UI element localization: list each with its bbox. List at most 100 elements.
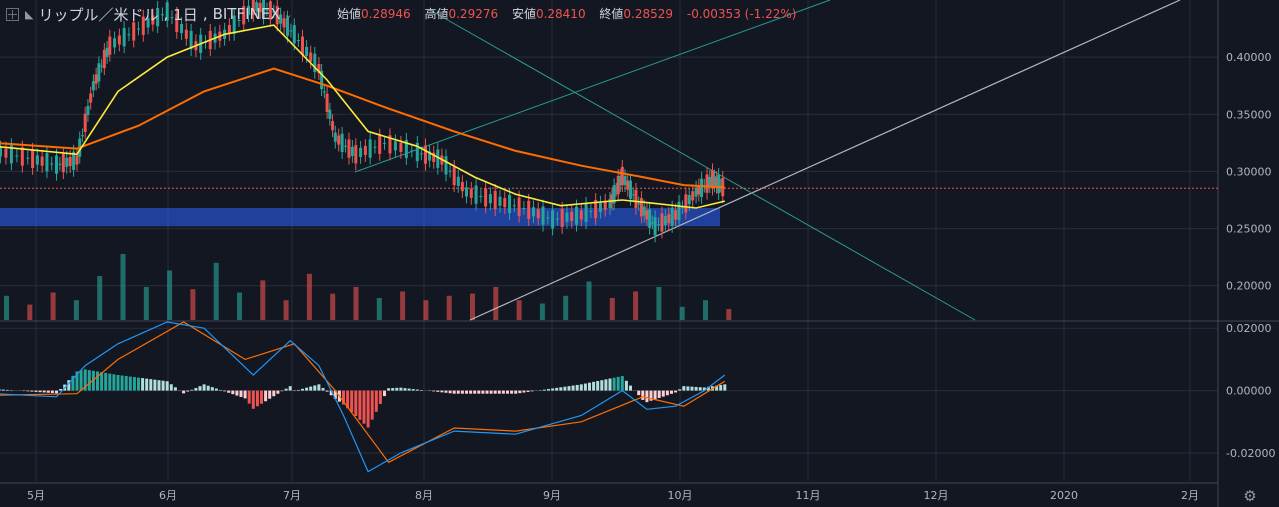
volume-bar [27, 304, 33, 320]
macd-histogram-bar [333, 390, 337, 399]
macd-histogram-bar [657, 390, 661, 398]
candle-body [272, 11, 276, 13]
candle-body [711, 170, 714, 189]
candle-body [347, 139, 351, 158]
ema-fast-line [0, 24, 725, 209]
expand-icon[interactable] [6, 7, 19, 21]
macd-histogram-bar [210, 387, 214, 391]
volume-bar [213, 262, 219, 320]
candle-body [584, 203, 588, 223]
candle-body [45, 153, 49, 172]
chart-header: ◣ リップル／米ドル , 1日 , BITFINEX ⌄ [6, 4, 293, 24]
macd-histogram-bar [542, 389, 546, 391]
macd-histogram-bar [440, 390, 444, 393]
candle-body [61, 153, 65, 173]
interval-label[interactable]: 1日 [173, 5, 198, 24]
candle-body [184, 29, 188, 39]
macd-histogram-bar [120, 375, 124, 391]
candle-body [517, 197, 521, 216]
candle-body [546, 217, 550, 219]
candle-body [618, 176, 622, 186]
price-axis-label: 0.20000 [1226, 280, 1272, 293]
candle-body [536, 209, 540, 219]
macd-histogram-bar [702, 387, 706, 391]
volume-bar [167, 270, 173, 320]
oscillator-axis-label: 0.00000 [1226, 385, 1272, 398]
chevron-down-icon[interactable]: ⌄ [283, 7, 293, 21]
candle-body [697, 185, 701, 195]
volume-bar [376, 298, 382, 320]
macd-histogram-bar [678, 389, 682, 391]
candle-body [337, 135, 341, 145]
time-axis-label: 10月 [668, 489, 693, 502]
candle-body [282, 18, 286, 28]
candle-body [320, 70, 324, 90]
macd-histogram-bar [83, 369, 87, 391]
volume-bar [656, 287, 662, 320]
macd-histogram-bar [485, 390, 489, 394]
macd-histogram-bar [403, 388, 407, 391]
macd-histogram-bar [280, 390, 284, 392]
candle-body [415, 142, 419, 162]
macd-histogram-bar [202, 384, 206, 391]
header-separator: , [163, 5, 169, 23]
macd-histogram-bar [100, 372, 104, 391]
candle-body [717, 174, 721, 194]
macd-histogram-bar [473, 390, 477, 394]
volume-bar [703, 300, 708, 320]
macd-histogram-bar [588, 382, 591, 391]
candle-body [137, 28, 140, 30]
high-value: 0.29276 [448, 7, 499, 21]
macd-histogram-bar [612, 377, 616, 391]
macd-histogram-bar [128, 376, 132, 391]
macd-histogram-bar [616, 376, 620, 391]
gear-icon[interactable]: ⚙ [1243, 487, 1257, 505]
candle-body [0, 147, 2, 157]
time-axis-label: 11月 [796, 489, 821, 502]
time-axis-label: 2月 [1181, 489, 1199, 502]
candle-body [265, 9, 269, 11]
macd-histogram-bar [79, 370, 83, 391]
candle-body [40, 156, 44, 166]
symbol-mark-icon: ◣ [25, 7, 34, 21]
macd-histogram-bar [383, 390, 386, 397]
candle-body [677, 201, 681, 221]
volume-bar [423, 300, 429, 320]
volume-bar [633, 291, 639, 320]
candle-body [531, 207, 535, 217]
exchange-label[interactable]: BITFINEX [212, 5, 281, 23]
macd-histogram-bar [489, 390, 493, 394]
candle-body [465, 187, 468, 197]
macd-histogram-bar [161, 380, 165, 391]
candle-body [639, 198, 643, 217]
candle-body [700, 178, 704, 197]
symbol-title[interactable]: リップル／米ドル [38, 5, 159, 24]
candle-body [26, 157, 30, 159]
candle-body [354, 145, 358, 164]
candle-body [325, 93, 329, 112]
price-axis-label: 0.40000 [1226, 51, 1272, 64]
candle-body [165, 2, 169, 21]
candle-body [350, 146, 354, 156]
candle-body [436, 149, 440, 168]
candle-body [247, 5, 251, 16]
price-axis-label: 0.35000 [1226, 108, 1272, 121]
volume-bar [190, 289, 196, 320]
macd-histogram-bar [321, 387, 325, 391]
candle-body [560, 208, 564, 228]
candle-body [100, 65, 104, 67]
macd-histogram-bar [419, 389, 423, 391]
volume-bar [4, 295, 9, 320]
candle-body [232, 15, 236, 34]
macd-signal-line [0, 321, 726, 464]
candle-body [648, 209, 652, 228]
volume-bar [400, 291, 406, 320]
candle-body [612, 185, 616, 204]
macd-line [0, 321, 726, 473]
high-label: 高値 [424, 7, 449, 21]
macd-histogram-bar [583, 383, 587, 391]
candle-body [614, 189, 618, 191]
candle-body [410, 150, 414, 152]
macd-histogram-bar [198, 386, 202, 391]
